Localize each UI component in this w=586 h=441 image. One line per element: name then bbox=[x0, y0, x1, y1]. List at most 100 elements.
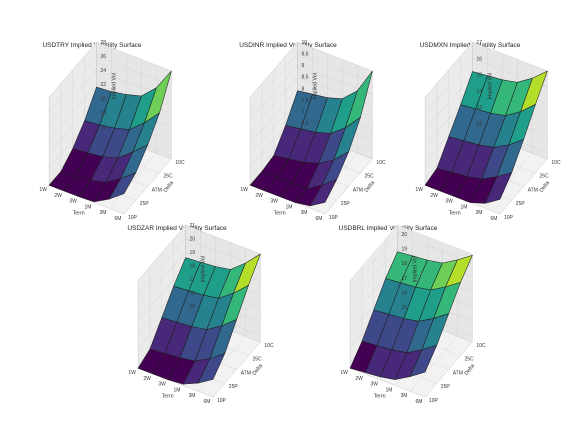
term-tick-label: 1M bbox=[286, 205, 293, 211]
z-tick-label: 15 bbox=[190, 304, 196, 310]
term-axis-label: Term bbox=[274, 211, 286, 217]
term-tick-label: 2W bbox=[355, 376, 363, 382]
delta-tick-label: ATM bbox=[152, 188, 162, 194]
z-tick-label: 12 bbox=[477, 121, 483, 127]
term-tick-label: 2W bbox=[255, 193, 263, 199]
term-tick-label: 3M bbox=[401, 393, 408, 399]
delta-tick-label: ATM bbox=[353, 188, 363, 194]
term-tick-label: 1M bbox=[85, 205, 92, 211]
term-gridline bbox=[499, 70, 548, 215]
chart-panel-usdinr: USDINR Implied Volatility Surface 1W 2W 3W 1… bbox=[239, 40, 386, 222]
z-tick-label: 17 bbox=[402, 276, 408, 282]
z-tick-label: 7 bbox=[302, 109, 305, 115]
term-gridline bbox=[424, 253, 473, 398]
term-tick-label: 1M bbox=[174, 388, 181, 394]
delta-tick-label: 10P bbox=[504, 215, 514, 221]
delta-axis-label: Delta bbox=[252, 363, 264, 377]
delta-axis-label: Delta bbox=[364, 180, 376, 194]
z-tick-label: 8 bbox=[302, 86, 305, 92]
term-tick-label: 2W bbox=[54, 193, 62, 199]
z-tick-label: 22 bbox=[101, 82, 107, 88]
term-tick-label: 1W bbox=[39, 187, 47, 193]
term-tick-label: 6M bbox=[491, 216, 498, 222]
delta-tick-label: ATM bbox=[453, 371, 463, 377]
z-tick-label: 18 bbox=[101, 110, 107, 116]
z-tick-label: 16 bbox=[477, 56, 483, 62]
z-tick-label: 9.5 bbox=[302, 52, 309, 58]
term-tick-label: 3W bbox=[370, 382, 378, 388]
delta-tick-label: ATM bbox=[241, 371, 251, 377]
chart-title: USDTRY Implied Volatility Surface bbox=[42, 42, 141, 49]
z-tick-label: 16 bbox=[402, 290, 408, 296]
chart-panel-usdtry: USDTRY Implied Volatility Surface 1W 2W 3W 1… bbox=[39, 40, 185, 222]
delta-tick-label: 25C bbox=[465, 357, 475, 363]
term-tick-label: 6M bbox=[115, 216, 122, 222]
delta-tick-label: 25P bbox=[229, 384, 239, 390]
term-tick-label: 3W bbox=[270, 199, 278, 205]
term-tick-label: 1W bbox=[128, 370, 136, 376]
term-tick-label: 3M bbox=[476, 210, 483, 216]
delta-tick-label: 25P bbox=[441, 384, 451, 390]
term-tick-label: 1W bbox=[240, 187, 248, 193]
z-tick-label: 13 bbox=[477, 105, 483, 111]
delta-tick-label: 25C bbox=[164, 174, 174, 180]
surface-face bbox=[173, 257, 201, 291]
term-axis-label: Term bbox=[374, 394, 386, 400]
z-tick-label: 16 bbox=[190, 291, 196, 297]
z-tick-label: 8.5 bbox=[302, 75, 309, 81]
z-tick-label: 19 bbox=[190, 250, 196, 256]
z-tick-label: 18 bbox=[402, 261, 408, 267]
z-tick-label: 20 bbox=[101, 96, 107, 102]
delta-tick-label: 10C bbox=[376, 160, 386, 166]
delta-tick-label: 25P bbox=[516, 201, 526, 207]
term-tick-label: 2W bbox=[143, 376, 151, 382]
term-tick-label: 6M bbox=[204, 399, 211, 405]
chart-panel-usdbrl: USDBRL Implied Volatility Surface 1W 2W 3W 1… bbox=[339, 224, 486, 405]
term-tick-label: 3M bbox=[189, 393, 196, 399]
z-axis-label: Implied Vol bbox=[201, 256, 207, 282]
term-tick-label: 3W bbox=[69, 199, 77, 205]
z-tick-label: 26 bbox=[101, 54, 107, 60]
z-tick-label: 6.5 bbox=[302, 121, 309, 127]
term-tick-label: 1M bbox=[461, 205, 468, 211]
delta-tick-label: 10C bbox=[551, 160, 561, 166]
z-axis-label: Implied Vol bbox=[488, 73, 494, 99]
z-tick-label: 16 bbox=[101, 124, 107, 130]
term-tick-label: 1M bbox=[386, 388, 393, 394]
surface-face bbox=[84, 86, 112, 126]
z-tick-label: 17 bbox=[477, 40, 483, 46]
term-gridline bbox=[324, 70, 373, 215]
delta-tick-label: 10P bbox=[329, 215, 339, 221]
term-tick-label: 3M bbox=[100, 210, 107, 216]
z-tick-label: 14 bbox=[477, 89, 483, 95]
z-tick-label: 17 bbox=[190, 277, 196, 283]
delta-tick-label: 25C bbox=[365, 174, 375, 180]
delta-axis-label: Delta bbox=[163, 180, 175, 194]
term-axis-label: Term bbox=[449, 211, 461, 217]
delta-tick-label: 25P bbox=[341, 201, 351, 207]
z-tick-label: 7.5 bbox=[302, 98, 309, 104]
term-tick-label: 3W bbox=[445, 199, 453, 205]
delta-tick-label: 10P bbox=[429, 398, 439, 404]
z-tick-label: 19 bbox=[402, 246, 408, 252]
z-tick-label: 10 bbox=[302, 40, 308, 46]
z-tick-label: 18 bbox=[190, 264, 196, 270]
z-axis-label: Implied Vol bbox=[112, 73, 118, 99]
chart-panel-usdmxn: USDMXN Implied Volatility Surface1W2W3W1… bbox=[415, 40, 561, 222]
term-tick-label: 1W bbox=[340, 370, 348, 376]
term-axis-label: Term bbox=[73, 211, 85, 217]
chart-panel-usdzar: USDZAR Implied Volatility Surface 1W 2W 3W 1… bbox=[127, 223, 274, 405]
term-tick-label: 3M bbox=[301, 210, 308, 216]
surface-face bbox=[285, 90, 313, 130]
term-tick-label: 3W bbox=[158, 382, 166, 388]
delta-tick-label: 10C bbox=[476, 343, 486, 349]
z-tick-label: 9 bbox=[302, 63, 305, 69]
chart-title: USDZAR Implied Volatility Surface bbox=[127, 225, 227, 232]
delta-tick-label: 10C bbox=[264, 343, 274, 349]
z-tick-label: 28 bbox=[101, 40, 107, 46]
z-tick-label: 21 bbox=[190, 223, 196, 229]
term-tick-label: 1W bbox=[415, 187, 423, 193]
surface-face bbox=[460, 71, 488, 110]
delta-tick-label: ATM bbox=[528, 188, 538, 194]
